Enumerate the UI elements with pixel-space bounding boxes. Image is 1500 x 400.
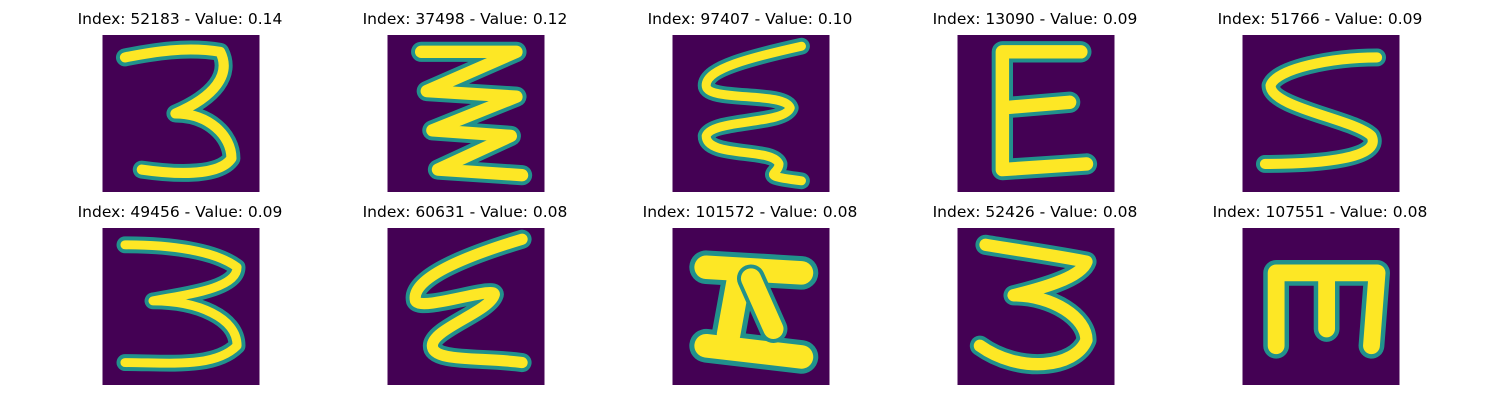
grid-panel-5: Index: 51766 - Value: 0.09 [1195,10,1445,200]
grid-panel-4: Index: 13090 - Value: 0.09 [910,10,1160,200]
panel-title: Index: 107551 - Value: 0.08 [1212,203,1428,221]
glyph-E-image [1242,228,1400,385]
glyph-I-beam-image [672,228,830,385]
glyph-wave-image [387,228,545,385]
panel-title: Index: 52183 - Value: 0.14 [77,10,283,28]
grid-panel-3: Index: 97407 - Value: 0.10 [625,10,875,200]
grid-panel-1: Index: 52183 - Value: 0.14 [55,10,305,200]
glyph-zigzag-image [387,35,545,192]
glyph-3-image [957,228,1115,385]
panel-title: Index: 13090 - Value: 0.09 [932,10,1138,28]
glyph-S-image [1242,35,1400,192]
grid-panel-8: Index: 101572 - Value: 0.08 [625,203,875,393]
grid-panel-7: Index: 60631 - Value: 0.08 [340,203,590,393]
glyph-3-image [102,35,260,192]
panel-title: Index: 97407 - Value: 0.10 [647,10,853,28]
grid-panel-10: Index: 107551 - Value: 0.08 [1195,203,1445,393]
panel-title: Index: 52426 - Value: 0.08 [932,203,1138,221]
glyph-E-image [957,35,1115,192]
grid-panel-6: Index: 49456 - Value: 0.09 [55,203,305,393]
panel-title: Index: 60631 - Value: 0.08 [362,203,568,221]
panel-title: Index: 101572 - Value: 0.08 [642,203,858,221]
panel-title: Index: 51766 - Value: 0.09 [1217,10,1423,28]
glyph-wave-image [672,35,830,192]
panel-title: Index: 49456 - Value: 0.09 [77,203,283,221]
grid-panel-9: Index: 52426 - Value: 0.08 [910,203,1160,393]
glyph-3-image [102,228,260,385]
grid-panel-2: Index: 37498 - Value: 0.12 [340,10,590,200]
panel-title: Index: 37498 - Value: 0.12 [362,10,568,28]
